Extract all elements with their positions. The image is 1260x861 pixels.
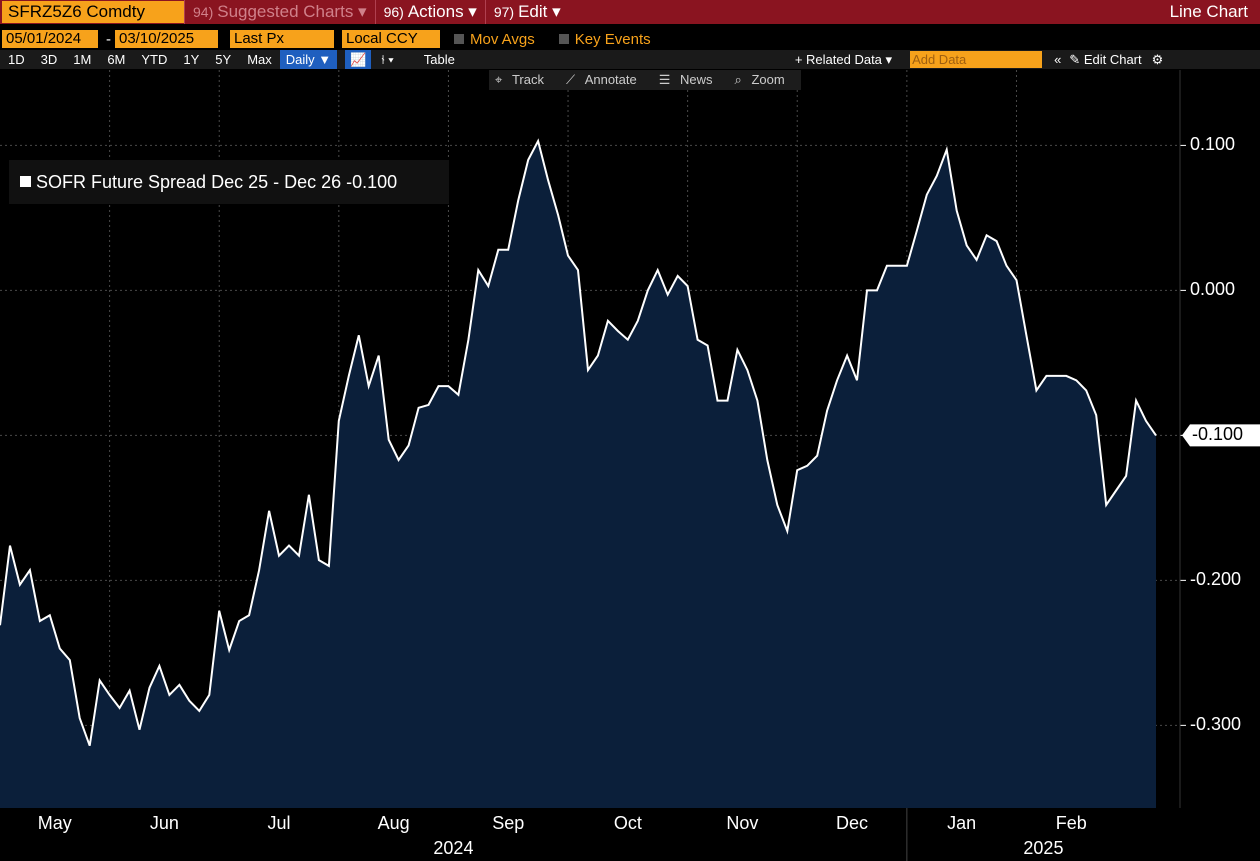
- mov-avgs[interactable]: Mov Avgs: [470, 30, 535, 48]
- range-button[interactable]: 5Y: [215, 52, 232, 67]
- tool-label: Track: [511, 72, 544, 87]
- related-label: Related Data: [806, 52, 882, 67]
- menu[interactable]: 94) Suggested Charts ▾: [184, 0, 375, 24]
- tool-label: News: [680, 72, 713, 87]
- key-events[interactable]: Key Events: [574, 30, 651, 48]
- tool-bar: ⌖ Track ⟋ Annotate ☰ News ⌕ Zoom: [489, 70, 801, 90]
- menu-label: Actions: [407, 2, 464, 21]
- menu-key: 97): [493, 4, 515, 20]
- range-button[interactable]: YTD: [141, 52, 168, 67]
- x-year-label: 2024: [433, 838, 473, 858]
- tool-button[interactable]: ⌕ Zoom: [729, 70, 801, 90]
- ticker[interactable]: SFRZ5Z6 Comdty: [2, 1, 184, 23]
- range-list: 1D 3D 1M 6M YTD 1Y 5Y Max: [0, 50, 280, 69]
- checkbox[interactable]: [454, 34, 464, 44]
- y-tick-label: -0.300: [1190, 714, 1241, 734]
- range-button[interactable]: 1D: [8, 52, 25, 67]
- menu-label: Suggested Charts: [217, 2, 354, 21]
- x-year-label: 2025: [1023, 838, 1063, 858]
- x-tick-label: Jul: [268, 813, 291, 833]
- tool-button[interactable]: ☰ News: [653, 70, 729, 90]
- range-button[interactable]: 1M: [73, 52, 92, 67]
- menu[interactable]: 97) Edit ▾: [484, 0, 569, 24]
- range-button[interactable]: 3D: [40, 52, 58, 67]
- x-tick-label: Sep: [492, 813, 524, 833]
- legend-entry: SOFR Future Spread Dec 25 - Dec 26 -0.10…: [36, 172, 397, 192]
- x-tick-label: Oct: [614, 813, 642, 833]
- legend-name: SOFR Future Spread Dec 25 - Dec 26: [36, 172, 341, 192]
- y-tick-label: 0.000: [1190, 279, 1235, 299]
- frequency[interactable]: Daily ▼: [279, 50, 338, 69]
- chart-name: Line Chart: [1169, 2, 1248, 21]
- menu-label: Edit: [518, 2, 548, 21]
- x-tick-label: Jun: [150, 813, 179, 833]
- x-tick-label: Aug: [378, 813, 410, 833]
- settings-gear[interactable]: ⚙: [1151, 52, 1164, 67]
- x-tick-label: Feb: [1056, 813, 1087, 833]
- menu-key: 96): [383, 4, 404, 20]
- checkbox[interactable]: [558, 34, 569, 44]
- legend-box: [9, 160, 449, 204]
- frequency-label: Daily: [285, 52, 315, 67]
- end-date[interactable]: 03/10/2025: [115, 30, 218, 48]
- table-button[interactable]: Table: [423, 52, 455, 67]
- last-value-label: -0.100: [1192, 424, 1243, 444]
- range-button[interactable]: 6M: [107, 52, 126, 67]
- x-tick-label: Jan: [947, 813, 976, 833]
- bar-style[interactable]: ⫮ ▾: [381, 52, 394, 67]
- currency[interactable]: Local CCY: [342, 30, 440, 48]
- tool-label: Zoom: [751, 72, 785, 87]
- tool-button[interactable]: ⟋ Annotate: [560, 70, 653, 90]
- edit-label: Edit Chart: [1083, 52, 1142, 67]
- field[interactable]: Last Px: [230, 30, 334, 48]
- area-fill: [0, 141, 1156, 808]
- x-tick-label: Nov: [726, 813, 758, 833]
- chart-style[interactable]: 📈: [345, 50, 372, 69]
- range-button[interactable]: 1Y: [183, 52, 200, 67]
- series-line: [0, 138, 1157, 747]
- y-tick-label: -0.200: [1190, 569, 1241, 589]
- date-separator: -: [106, 30, 111, 48]
- menu[interactable]: 96) Actions ▾: [374, 0, 485, 24]
- range-button[interactable]: Max: [247, 52, 272, 67]
- add-data[interactable]: Add Data: [910, 51, 1043, 68]
- legend-swatch: [20, 176, 31, 187]
- edit-chart[interactable]: ✎ Edit Chart: [1069, 52, 1142, 67]
- y-tick-label: 0.100: [1190, 134, 1235, 154]
- legend-value: -0.100: [346, 172, 397, 192]
- start-date[interactable]: 05/01/2024: [2, 30, 98, 48]
- collapse[interactable]: «: [1054, 52, 1062, 67]
- tool-button[interactable]: ⌖ Track: [489, 70, 560, 90]
- related-data[interactable]: + Related Data ▾: [794, 52, 893, 67]
- x-tick-label: Dec: [836, 813, 868, 833]
- top-bar: SFRZ5Z6 Comdty 94) Suggested Charts ▾ 96)…: [0, 0, 1260, 24]
- x-tick-label: May: [38, 813, 72, 833]
- menu-key: 94): [193, 4, 214, 20]
- last-value-tag: [1182, 424, 1260, 447]
- settings-bar: 05/01/2024 - 03/10/2025 Last Px Local CC…: [0, 28, 1260, 50]
- tool-label: Annotate: [584, 72, 637, 87]
- range-bar: 1D 3D 1M 6M YTD 1Y 5Y Max Daily ▼ 📈 ⫮ ▾ Table +…: [0, 50, 1260, 69]
